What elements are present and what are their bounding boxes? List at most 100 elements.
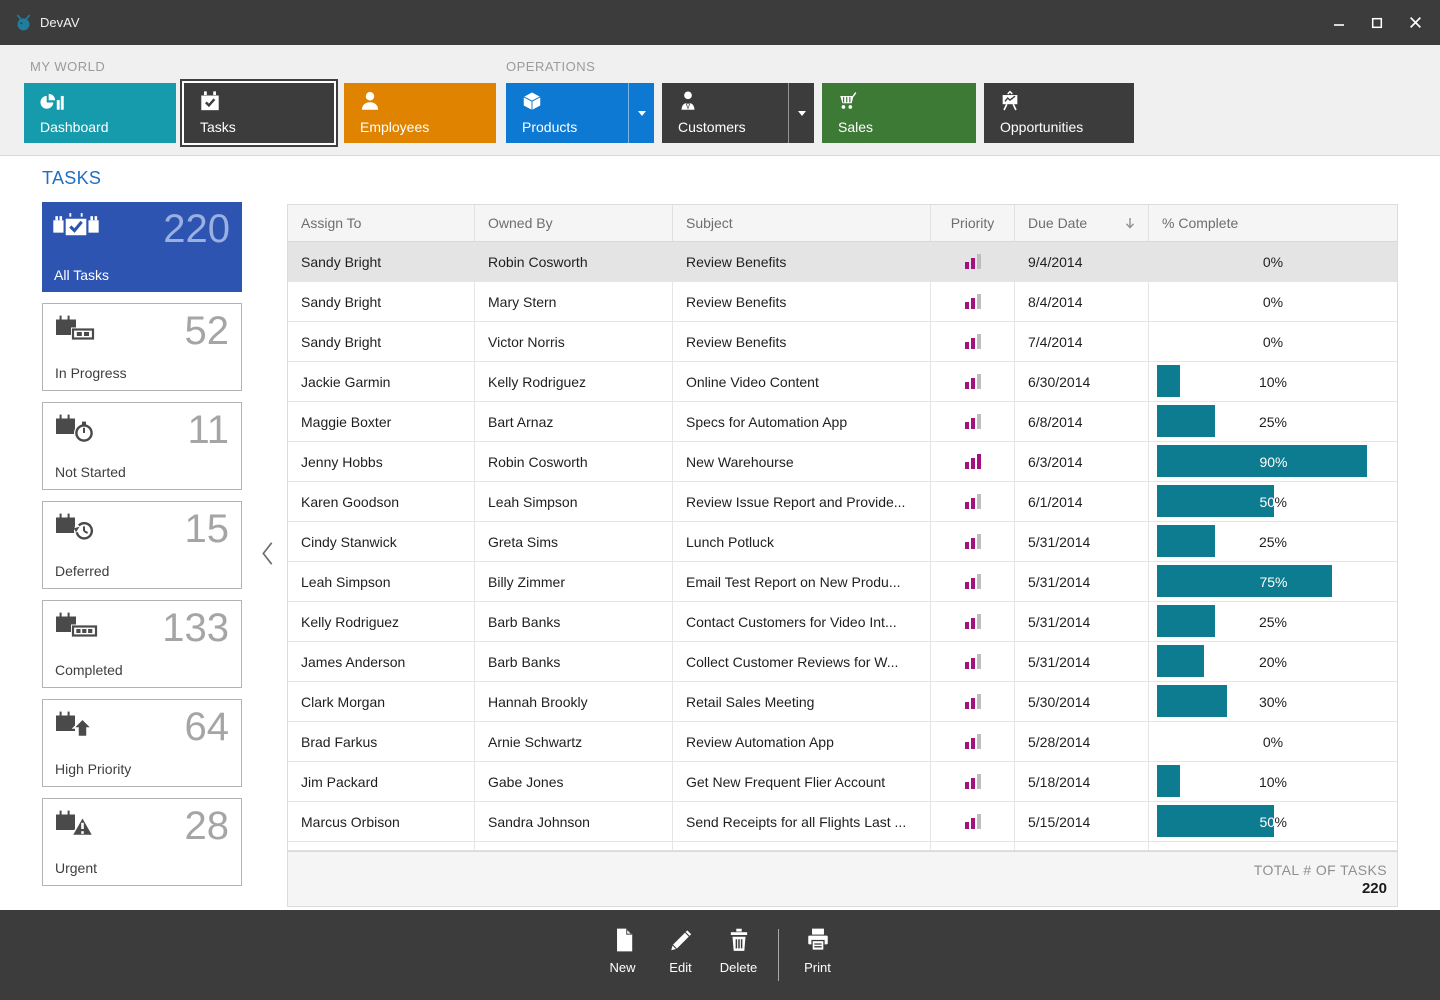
table-row[interactable]: Kelly RodriguezBarb BanksContact Custome… — [288, 602, 1397, 642]
toolbar-button-label: New — [609, 960, 635, 975]
progress-bar: 10% — [1157, 365, 1180, 397]
toolbar-new-button[interactable]: New — [594, 927, 652, 975]
ribbon-button-label: Employees — [360, 119, 429, 135]
column-header-label: Owned By — [488, 215, 553, 231]
table-row[interactable]: Sandy BrightRobin CosworthReview Benefit… — [288, 242, 1397, 282]
percent-complete-value: 0% — [1149, 722, 1397, 761]
due-date-cell: 6/8/2014 — [1015, 402, 1149, 442]
ribbon-button-products[interactable]: Products — [506, 83, 654, 143]
table-row[interactable]: Clark MorganHannah BrooklyRetail Sales M… — [288, 682, 1397, 722]
dropdown-arrow-icon[interactable] — [628, 83, 654, 143]
assign-to-cell: Jenny Hobbs — [288, 442, 475, 482]
table-row[interactable]: Cindy StanwickGreta SimsLunch Potluck5/3… — [288, 522, 1397, 562]
task-filter-tile-completed[interactable]: 133Completed — [42, 600, 242, 688]
table-row[interactable]: Sandy BrightMary SternReview Benefits8/4… — [288, 282, 1397, 322]
partial-row — [288, 842, 1397, 851]
progress-bar: 25% — [1157, 405, 1215, 437]
percent-complete-cell: 20%20% — [1149, 642, 1397, 682]
owned-by-cell: Hannah Brookly — [475, 682, 673, 722]
task-filter-tile-not-started[interactable]: 11Not Started — [42, 402, 242, 490]
all-tasks-icon — [52, 211, 100, 244]
collapse-sidebar-button[interactable] — [257, 538, 277, 568]
progress-bar: 25% — [1157, 605, 1215, 637]
close-button[interactable] — [1396, 0, 1434, 45]
column-header-priority[interactable]: Priority — [931, 205, 1015, 241]
task-filter-tile-deferred[interactable]: 15Deferred — [42, 501, 242, 589]
tile-count: 11 — [187, 408, 229, 452]
progress-bar-label: 25% — [1157, 525, 1215, 557]
column-header-subject[interactable]: Subject — [673, 205, 931, 241]
priority-cell — [931, 642, 1015, 682]
tasks-icon — [199, 90, 221, 112]
progress-bar: 30% — [1157, 685, 1227, 717]
owned-by-cell: Robin Cosworth — [475, 442, 673, 482]
due-date-cell: 5/18/2014 — [1015, 762, 1149, 802]
priority-icon — [965, 374, 981, 389]
tile-label: All Tasks — [54, 267, 109, 283]
toolbar-print-button[interactable]: Print — [789, 927, 847, 975]
due-date-cell: 5/28/2014 — [1015, 722, 1149, 762]
owned-by-cell: Arnie Schwartz — [475, 722, 673, 762]
ribbon-button-label: Products — [522, 119, 577, 135]
main-content: TASKS 220All Tasks52In Progress11Not Sta… — [0, 156, 1440, 910]
task-filter-tile-urgent[interactable]: 28Urgent — [42, 798, 242, 886]
total-tasks-value: 220 — [1362, 880, 1387, 897]
task-filter-tile-all-tasks[interactable]: 220All Tasks — [42, 202, 242, 292]
priority-icon — [965, 534, 981, 549]
task-filter-tile-high-priority[interactable]: 64High Priority — [42, 699, 242, 787]
table-row[interactable]: Marcus OrbisonSandra JohnsonSend Receipt… — [288, 802, 1397, 842]
column-header-label: Due Date — [1028, 215, 1087, 231]
assign-to-cell: Karen Goodson — [288, 482, 475, 522]
priority-cell — [931, 522, 1015, 562]
due-date-cell: 5/31/2014 — [1015, 642, 1149, 682]
percent-complete-value: 0% — [1149, 322, 1397, 361]
subject-cell: Review Benefits — [673, 282, 931, 322]
task-filter-tile-in-progress[interactable]: 52In Progress — [42, 303, 242, 391]
toolbar-delete-button[interactable]: Delete — [710, 927, 768, 975]
subject-cell: Get New Frequent Flier Account — [673, 762, 931, 802]
ribbon-button-tasks[interactable]: Tasks — [180, 79, 338, 147]
table-row[interactable]: Jim PackardGabe JonesGet New Frequent Fl… — [288, 762, 1397, 802]
ribbon-button-sales[interactable]: Sales — [822, 83, 976, 143]
priority-cell — [931, 322, 1015, 362]
owned-by-cell: Robin Cosworth — [475, 242, 673, 282]
tile-count: 15 — [185, 507, 230, 551]
table-row[interactable]: Maggie BoxterBart ArnazSpecs for Automat… — [288, 402, 1397, 442]
minimize-button[interactable] — [1320, 0, 1358, 45]
percent-complete-cell: 0% — [1149, 242, 1397, 282]
priority-cell — [931, 602, 1015, 642]
ribbon-button-employees[interactable]: Employees — [344, 83, 496, 143]
priority-icon — [965, 414, 981, 429]
ribbon: MY WORLD OPERATIONS DashboardTasksEmploy… — [0, 45, 1440, 156]
column-header--complete[interactable]: % Complete — [1149, 205, 1397, 241]
column-header-due-date[interactable]: Due Date — [1015, 205, 1149, 241]
ribbon-button-customers[interactable]: Customers — [662, 83, 814, 143]
sort-descending-icon — [1125, 217, 1135, 229]
table-row[interactable]: Brad FarkusArnie SchwartzReview Automati… — [288, 722, 1397, 762]
priority-cell — [931, 762, 1015, 802]
column-header-assign-to[interactable]: Assign To — [288, 205, 475, 241]
dropdown-arrow-icon[interactable] — [788, 83, 814, 143]
table-row[interactable]: Jenny HobbsRobin CosworthNew Warehourse6… — [288, 442, 1397, 482]
app-logo-icon — [14, 13, 33, 32]
priority-cell — [931, 722, 1015, 762]
table-row[interactable]: Sandy BrightVictor NorrisReview Benefits… — [288, 322, 1397, 362]
task-filter-tiles: 220All Tasks 52In Progress 11Not Started 15… — [42, 202, 242, 886]
maximize-button[interactable] — [1358, 0, 1396, 45]
products-icon — [521, 90, 543, 112]
table-row[interactable]: James AndersonBarb BanksCollect Customer… — [288, 642, 1397, 682]
column-header-owned-by[interactable]: Owned By — [475, 205, 673, 241]
progress-bar: 75% — [1157, 565, 1332, 597]
table-row[interactable]: Leah SimpsonBilly ZimmerEmail Test Repor… — [288, 562, 1397, 602]
toolbar-edit-button[interactable]: Edit — [652, 927, 710, 975]
table-row[interactable]: Karen GoodsonLeah SimpsonReview Issue Re… — [288, 482, 1397, 522]
percent-complete-value: 0% — [1149, 242, 1397, 281]
progress-bar-label: 10% — [1157, 365, 1180, 397]
ribbon-button-opportunities[interactable]: Opportunities — [984, 83, 1134, 143]
column-header-label: Assign To — [301, 215, 361, 231]
tile-count: 133 — [162, 606, 229, 650]
table-row[interactable]: Jackie GarminKelly RodriguezOnline Video… — [288, 362, 1397, 402]
percent-complete-value: 0% — [1149, 282, 1397, 321]
ribbon-button-dashboard[interactable]: Dashboard — [24, 83, 176, 143]
employees-icon — [359, 90, 381, 112]
